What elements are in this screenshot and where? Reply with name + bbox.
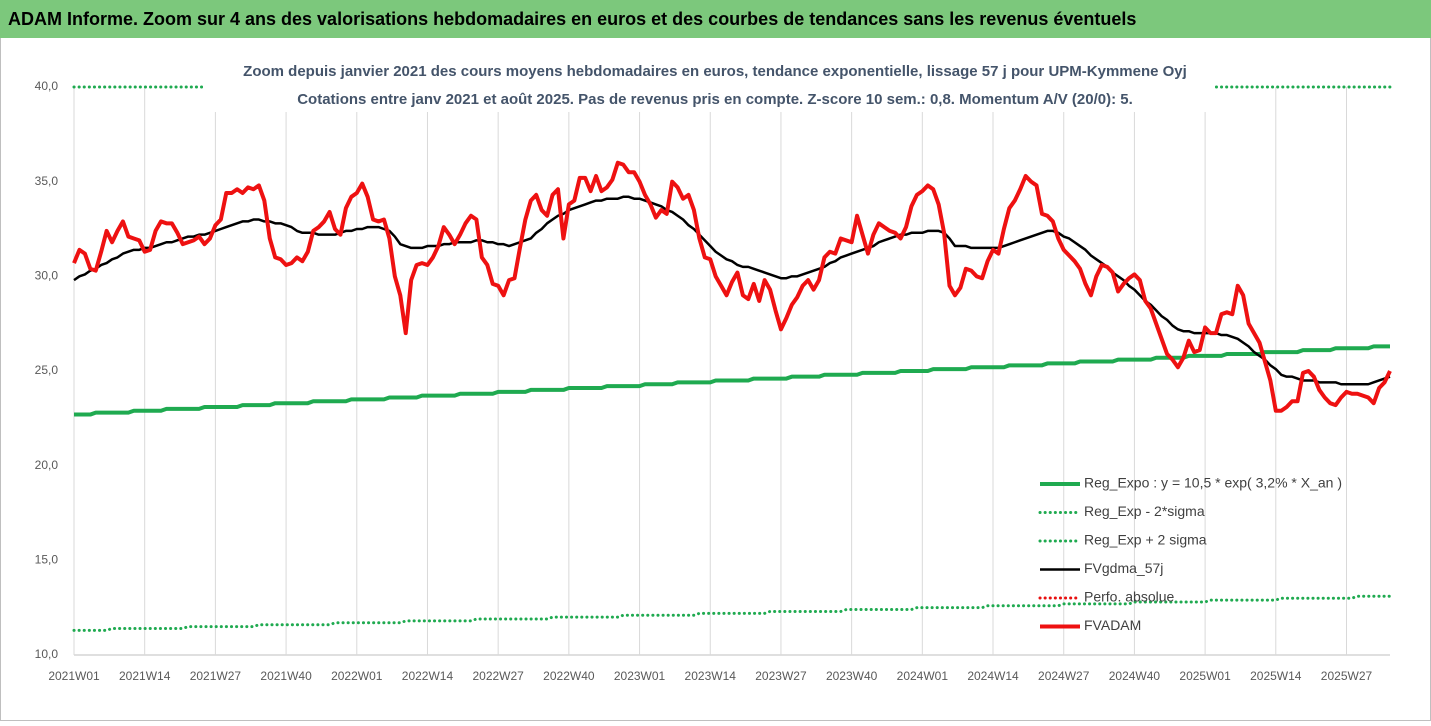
chart-title: Zoom depuis janvier 2021 des cours moyen… — [243, 63, 1187, 80]
series-line — [73, 195, 1391, 386]
x-tick-label: 2023W27 — [755, 669, 807, 683]
y-tick-label: 10,0 — [35, 647, 59, 661]
legend-label: Reg_Exp + 2 sigma — [1084, 532, 1207, 548]
y-tick-label: 30,0 — [35, 269, 59, 283]
x-tick-label: 2024W27 — [1038, 669, 1090, 683]
x-tick-label: 2022W14 — [402, 669, 454, 683]
series-line — [72, 160, 1392, 413]
x-tick-label: 2021W14 — [119, 669, 171, 683]
x-tick-label: 2024W01 — [897, 669, 949, 683]
x-tick-label: 2021W40 — [260, 669, 312, 683]
x-tick-label: 2023W14 — [685, 669, 737, 683]
legend-label: FVgdma_57j — [1084, 560, 1163, 576]
x-tick-label: 2022W01 — [331, 669, 383, 683]
y-tick-label: 25,0 — [35, 363, 59, 377]
header-title: ADAM Informe. Zoom sur 4 ans des valoris… — [8, 9, 1136, 29]
y-tick-label: 40,0 — [35, 79, 59, 93]
x-tick-label: 2021W01 — [48, 669, 100, 683]
x-tick-label: 2025W14 — [1250, 669, 1302, 683]
title-box — [203, 56, 1215, 112]
series-line — [72, 594, 1392, 632]
x-tick-label: 2023W01 — [614, 669, 666, 683]
x-tick-label: 2021W27 — [190, 669, 242, 683]
x-tick-label: 2025W27 — [1321, 669, 1373, 683]
legend: Reg_Expo : y = 10,5 * exp( 3,2% * X_an )… — [1038, 475, 1342, 633]
y-tick-label: 15,0 — [35, 553, 59, 567]
x-tick-label: 2022W40 — [543, 669, 595, 683]
header-bar — [0, 0, 1431, 38]
x-tick-label: 2022W27 — [472, 669, 524, 683]
legend-label: FVADAM — [1084, 617, 1141, 633]
legend-label: Reg_Exp - 2*sigma — [1084, 503, 1205, 519]
x-tick-label: 2025W01 — [1179, 669, 1231, 683]
x-tick-label: 2024W40 — [1109, 669, 1161, 683]
legend-label: Perfo. absolue — [1084, 589, 1174, 605]
x-tick-label: 2024W14 — [967, 669, 1019, 683]
y-tick-label: 35,0 — [35, 174, 59, 188]
y-tick-label: 20,0 — [35, 458, 59, 472]
x-tick-label: 2023W40 — [826, 669, 878, 683]
chart-subtitle: Cotations entre janv 2021 et août 2025. … — [297, 91, 1133, 108]
legend-label: Reg_Expo : y = 10,5 * exp( 3,2% * X_an ) — [1084, 475, 1342, 491]
